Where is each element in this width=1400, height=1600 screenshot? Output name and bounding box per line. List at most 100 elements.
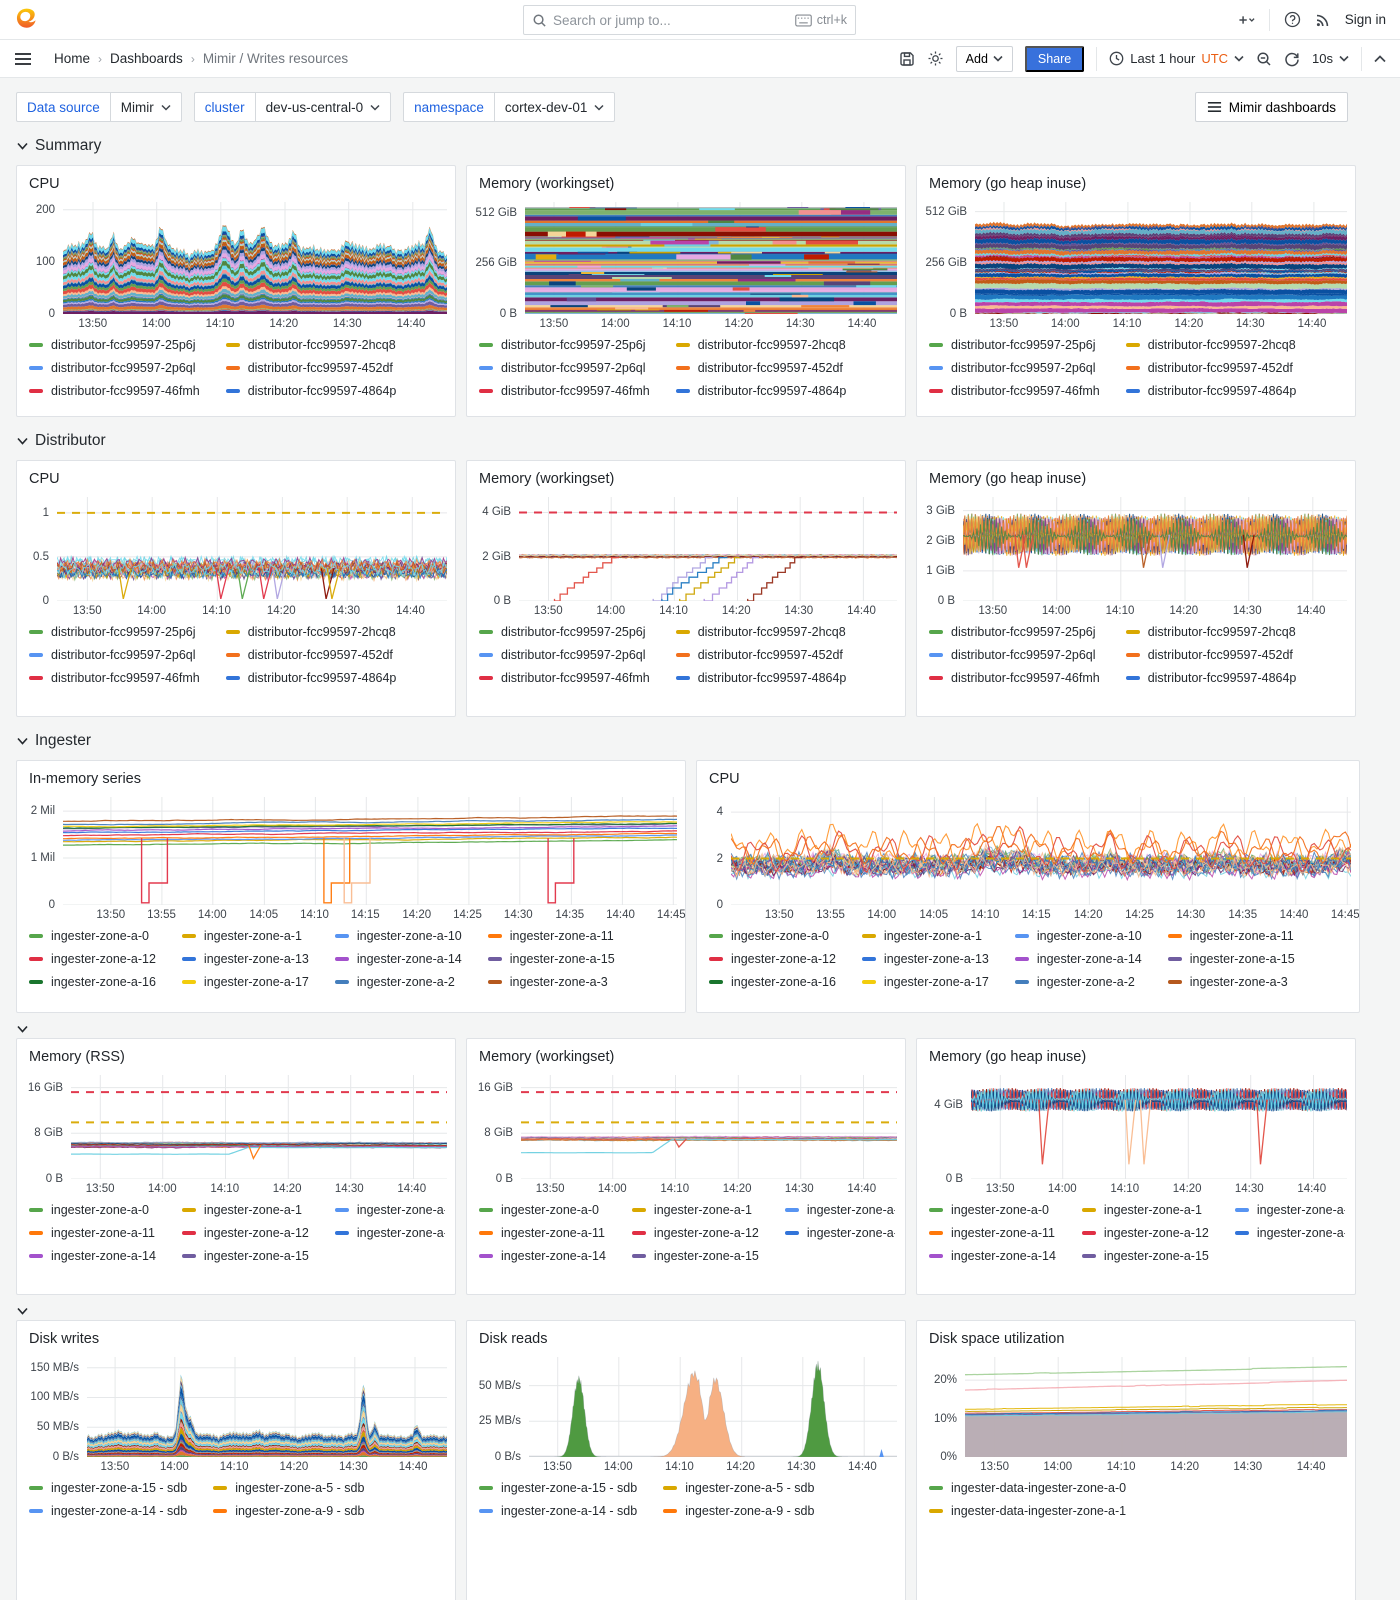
legend-item[interactable]: ingester-zone-a-12 xyxy=(631,1226,759,1240)
legend-item[interactable]: ingester-zone-a-15 - sdb xyxy=(29,1481,187,1495)
chart-canvas[interactable] xyxy=(971,1075,1347,1179)
legend-item[interactable]: distributor-fcc99597-452df xyxy=(1125,361,1297,375)
datasource-select[interactable]: Mimir xyxy=(110,92,182,122)
legend-item[interactable]: ingester-zone-a-0 xyxy=(929,1203,1056,1217)
zoom-out-icon[interactable] xyxy=(1256,51,1272,67)
legend-item[interactable]: ingester-zone-a-11 xyxy=(929,1226,1056,1240)
chart-canvas[interactable] xyxy=(975,202,1347,314)
refresh-icon[interactable] xyxy=(1284,51,1300,67)
legend-item[interactable]: distributor-fcc99597-25p6j xyxy=(479,625,650,639)
legend-item[interactable]: ingester-zone-a-10 xyxy=(1234,1203,1345,1217)
breadcrumb-dashboards[interactable]: Dashboards xyxy=(110,51,183,66)
legend-item[interactable]: ingester-zone-a-1 xyxy=(1081,1203,1209,1217)
panel-title[interactable]: Disk writes xyxy=(29,1331,100,1347)
legend-item[interactable]: ingester-zone-a-3 xyxy=(1167,975,1295,989)
legend-item[interactable]: distributor-fcc99597-2hcq8 xyxy=(675,625,847,639)
legend-item[interactable]: distributor-fcc99597-4864p xyxy=(225,384,396,398)
section-header-distributor[interactable]: Distributor xyxy=(0,417,1400,457)
legend-item[interactable]: ingester-zone-a-11 xyxy=(29,1226,156,1240)
section-header-summary[interactable]: Summary xyxy=(0,122,1400,162)
grafana-logo[interactable] xyxy=(14,7,39,32)
legend-item[interactable]: distributor-fcc99597-2p6ql xyxy=(479,361,650,375)
legend-item[interactable]: ingester-zone-a-15 xyxy=(631,1249,759,1263)
time-range-picker[interactable]: Last 1 hour UTC xyxy=(1109,51,1244,66)
legend-item[interactable]: distributor-fcc99597-2hcq8 xyxy=(1125,625,1297,639)
chart-canvas[interactable] xyxy=(731,797,1351,905)
legend-item[interactable]: ingester-zone-a-9 - sdb xyxy=(213,1504,364,1518)
legend-item[interactable]: distributor-fcc99597-46fmh xyxy=(929,671,1100,685)
section-header-collapsed[interactable] xyxy=(0,1295,1400,1317)
panel-title[interactable]: Memory (go heap inuse) xyxy=(929,176,1087,192)
legend-item[interactable]: ingester-zone-a-0 xyxy=(709,929,836,943)
legend-item[interactable]: distributor-fcc99597-452df xyxy=(225,361,397,375)
news-rss-icon[interactable] xyxy=(1315,12,1331,28)
legend-item[interactable]: ingester-zone-a-0 xyxy=(29,1203,156,1217)
legend-item[interactable]: distributor-fcc99597-25p6j xyxy=(29,338,200,352)
legend-item[interactable]: distributor-fcc99597-46fmh xyxy=(29,671,200,685)
legend-item[interactable]: distributor-fcc99597-25p6j xyxy=(929,338,1100,352)
panel-title[interactable]: Memory (workingset) xyxy=(479,471,615,487)
legend-item[interactable]: ingester-zone-a-17 xyxy=(181,975,309,989)
legend-item[interactable]: ingester-zone-a-0 xyxy=(479,1203,606,1217)
panel-title[interactable]: In-memory series xyxy=(29,771,141,787)
legend-item[interactable]: ingester-zone-a-16 xyxy=(709,975,836,989)
chart-canvas[interactable] xyxy=(963,497,1347,601)
legend-item[interactable]: ingester-zone-a-14 xyxy=(1014,952,1142,966)
legend-item[interactable]: distributor-fcc99597-2p6ql xyxy=(479,648,650,662)
legend-item[interactable]: distributor-fcc99597-46fmh xyxy=(929,384,1100,398)
legend-item[interactable]: ingester-zone-a-2 xyxy=(334,975,462,989)
panel-title[interactable]: Disk space utilization xyxy=(929,1331,1065,1347)
legend-item[interactable]: ingester-zone-a-15 xyxy=(1081,1249,1209,1263)
search-input[interactable] xyxy=(553,12,789,28)
legend-item[interactable]: distributor-fcc99597-2p6ql xyxy=(929,361,1100,375)
dashboard-settings-icon[interactable] xyxy=(927,50,944,67)
legend-item[interactable]: ingester-zone-a-1 xyxy=(861,929,989,943)
legend-item[interactable]: distributor-fcc99597-4864p xyxy=(1125,384,1296,398)
legend-item[interactable]: distributor-fcc99597-2p6ql xyxy=(29,361,200,375)
chart-canvas[interactable] xyxy=(525,202,897,314)
legend-item[interactable]: ingester-zone-a-12 xyxy=(1081,1226,1209,1240)
legend-item[interactable]: ingester-zone-a-14 xyxy=(29,1249,156,1263)
legend-item[interactable]: ingester-zone-a-1 xyxy=(181,1203,309,1217)
sign-in-link[interactable]: Sign in xyxy=(1344,12,1386,27)
legend-item[interactable]: distributor-fcc99597-452df xyxy=(675,648,847,662)
section-header-ingester[interactable]: Ingester xyxy=(0,717,1400,757)
legend-item[interactable]: distributor-fcc99597-2hcq8 xyxy=(225,338,397,352)
legend-item[interactable]: ingester-zone-a-17 xyxy=(861,975,989,989)
legend-item[interactable]: ingester-zone-a-10 xyxy=(1014,929,1142,943)
legend-item[interactable]: ingester-zone-a-15 xyxy=(487,952,615,966)
legend-item[interactable]: distributor-fcc99597-25p6j xyxy=(29,625,200,639)
chart-canvas[interactable] xyxy=(87,1357,447,1457)
chart-canvas[interactable] xyxy=(57,497,447,601)
legend-item[interactable]: ingester-zone-a-13 xyxy=(181,952,309,966)
legend-item[interactable]: ingester-zone-a-14 - sdb xyxy=(479,1504,637,1518)
legend-item[interactable]: ingester-zone-a-2 xyxy=(1014,975,1142,989)
namespace-select[interactable]: cortex-dev-01 xyxy=(494,92,616,122)
legend-item[interactable]: ingester-zone-a-16 xyxy=(29,975,156,989)
legend-item[interactable]: distributor-fcc99597-2hcq8 xyxy=(675,338,847,352)
new-menu-button[interactable] xyxy=(1233,12,1255,28)
legend-item[interactable]: ingester-zone-a-13 xyxy=(334,1226,445,1240)
legend-item[interactable]: ingester-zone-a-12 xyxy=(709,952,836,966)
legend-item[interactable]: ingester-data-ingester-zone-a-0 xyxy=(929,1481,1126,1495)
legend-item[interactable]: ingester-zone-a-13 xyxy=(784,1226,895,1240)
legend-item[interactable]: ingester-zone-a-12 xyxy=(181,1226,309,1240)
legend-item[interactable]: distributor-fcc99597-25p6j xyxy=(929,625,1100,639)
legend-item[interactable]: ingester-zone-a-13 xyxy=(1234,1226,1345,1240)
collapse-toolbar-icon[interactable] xyxy=(1374,54,1386,63)
legend-item[interactable]: ingester-zone-a-15 - sdb xyxy=(479,1481,637,1495)
legend-item[interactable]: ingester-zone-a-14 xyxy=(479,1249,606,1263)
cluster-select[interactable]: dev-us-central-0 xyxy=(255,92,392,122)
legend-item[interactable]: ingester-zone-a-13 xyxy=(861,952,989,966)
share-button[interactable]: Share xyxy=(1024,45,1085,72)
legend-item[interactable]: distributor-fcc99597-2hcq8 xyxy=(225,625,397,639)
legend-item[interactable]: distributor-fcc99597-46fmh xyxy=(479,671,650,685)
panel-title[interactable]: CPU xyxy=(709,771,740,787)
legend-item[interactable]: distributor-fcc99597-4864p xyxy=(225,671,396,685)
chart-canvas[interactable] xyxy=(63,202,447,314)
legend-item[interactable]: ingester-zone-a-15 xyxy=(1167,952,1295,966)
legend-item[interactable]: distributor-fcc99597-25p6j xyxy=(479,338,650,352)
legend-item[interactable]: ingester-zone-a-1 xyxy=(181,929,309,943)
panel-title[interactable]: Disk reads xyxy=(479,1331,548,1347)
legend-item[interactable]: ingester-zone-a-11 xyxy=(479,1226,606,1240)
